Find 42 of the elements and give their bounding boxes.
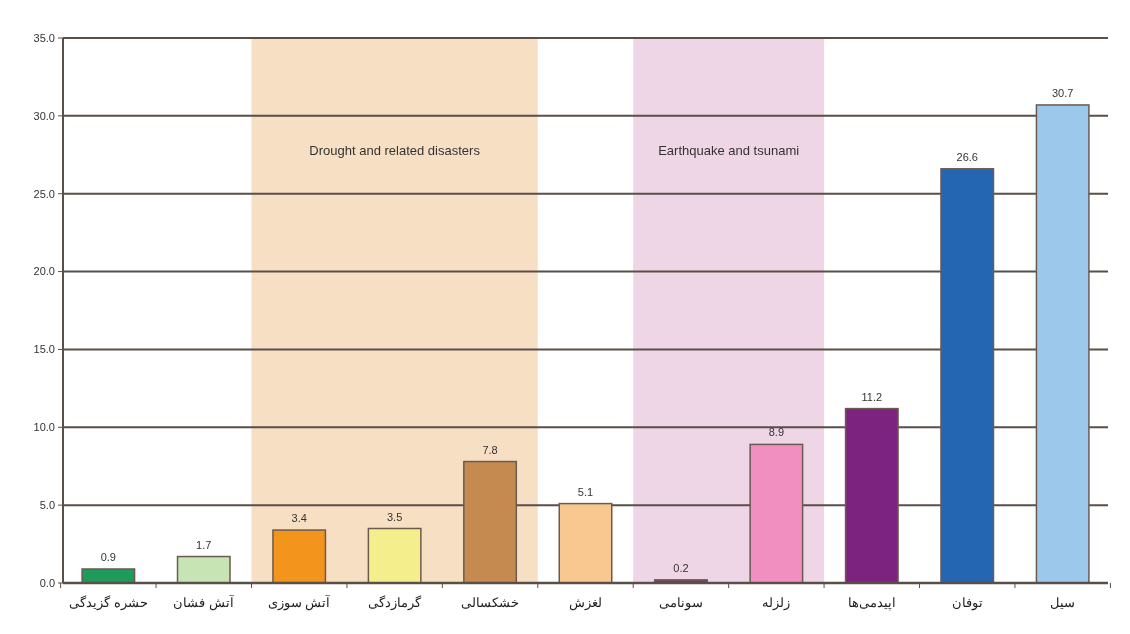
x-tick-label: زلزله: [762, 595, 791, 611]
x-tick-label: گرمازدگی: [368, 595, 423, 611]
data-label: 30.7: [1051, 86, 1074, 99]
x-tick-label: اپیدمی‌ها: [847, 595, 896, 611]
y-tick-label: 25.0: [33, 187, 55, 200]
data-label: 1.7: [196, 538, 212, 551]
band-label: Drought and related disasters: [309, 142, 481, 158]
data-label: 7.8: [482, 443, 498, 456]
data-label: 3.4: [291, 512, 307, 525]
x-tick-label: حشره گزیدگی: [69, 595, 148, 611]
x-tick-label: آتش سوزی: [267, 594, 332, 611]
x-tick-label: سونامی: [658, 595, 703, 611]
y-tick-label: 15.0: [33, 343, 55, 356]
y-tick-label: 0.0: [39, 576, 55, 589]
data-label: 0.2: [673, 561, 689, 574]
bar: [176, 555, 231, 584]
y-tick-label: 5.0: [39, 498, 55, 511]
bar: [749, 443, 804, 584]
bar: [272, 529, 327, 584]
y-tick-label: 30.0: [33, 109, 55, 122]
bar: [1035, 104, 1090, 584]
y-tick-label: 20.0: [33, 265, 55, 278]
bar: [844, 407, 899, 584]
bar: [558, 502, 613, 584]
bar: [940, 168, 995, 584]
x-tick-label: سیل: [1050, 595, 1076, 610]
data-label: 8.9: [768, 426, 785, 439]
x-tick-label: لغزش: [569, 595, 602, 611]
bar: [367, 527, 422, 584]
x-tick-label: آتش فشان: [173, 594, 236, 611]
x-tick-label: خشکسالی: [461, 595, 520, 610]
y-tick-label: 35.0: [33, 31, 55, 44]
data-label: 5.1: [577, 485, 594, 498]
bar: [463, 460, 518, 584]
data-label: 11.2: [861, 390, 883, 403]
y-tick-label: 10.0: [33, 421, 55, 434]
band-label: Earthquake and tsunami: [658, 142, 800, 158]
bar: [81, 568, 136, 584]
data-label: 3.5: [386, 510, 403, 523]
data-label: 26.6: [956, 150, 978, 163]
x-tick-label: توفان: [951, 595, 983, 611]
data-label: 0.9: [100, 550, 116, 563]
